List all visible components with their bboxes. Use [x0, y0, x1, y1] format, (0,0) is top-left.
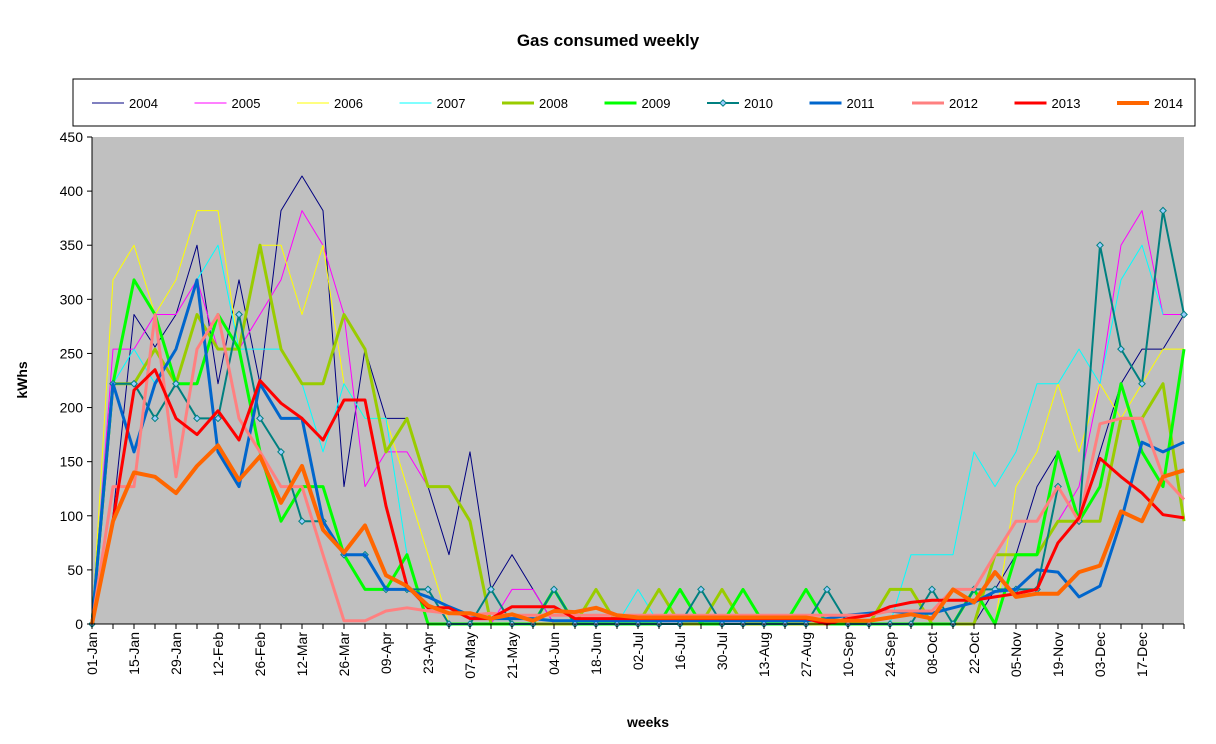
- legend-item-2005: 2005: [194, 96, 261, 111]
- series-2011: [90, 278, 1185, 625]
- legend-item-2007: 2007: [399, 96, 466, 111]
- plot-area: [92, 137, 1184, 624]
- x-tick-label: 04-Jun: [546, 632, 562, 675]
- legend-label: 2009: [642, 96, 671, 111]
- data-point-2010: [823, 585, 831, 594]
- x-tick-label: 16-Jul: [672, 632, 688, 670]
- data-point-2010: [1096, 241, 1104, 250]
- y-tick-label: 200: [60, 400, 84, 416]
- y-tick-label: 100: [60, 508, 84, 524]
- x-tick-label: 09-Apr: [378, 632, 394, 674]
- legend-label: 2007: [437, 96, 466, 111]
- legend-item-2009: 2009: [604, 96, 671, 111]
- data-point-2010: [1159, 206, 1167, 215]
- y-tick-label: 450: [60, 129, 84, 145]
- x-tick-label: 29-Jan: [168, 632, 184, 675]
- data-point-2010: [172, 379, 180, 388]
- data-point-2010: [1117, 345, 1125, 354]
- data-point-2010: [697, 585, 705, 594]
- x-tick-label: 26-Mar: [336, 632, 352, 677]
- y-tick-label: 50: [67, 562, 83, 578]
- legend-item-2010: 2010: [707, 96, 773, 111]
- chart-title: Gas consumed weekly: [517, 31, 700, 50]
- series-2014: [90, 443, 1185, 625]
- data-point-2010: [487, 585, 495, 594]
- y-axis-label: kWhs: [14, 361, 30, 399]
- x-tick-label: 24-Sep: [882, 632, 898, 677]
- y-tick-label: 250: [60, 345, 84, 361]
- legend-item-2006: 2006: [297, 96, 363, 111]
- legend-label: 2012: [949, 96, 978, 111]
- axes-layer: 0 50 100 150 200 250 300 350 400 450 01-Jan 15-Jan 2…: [60, 129, 1185, 679]
- x-tick-label: 05-Nov: [1008, 632, 1024, 677]
- x-tick-label: 13-Aug: [756, 632, 772, 677]
- x-tick-label: 18-Jun: [588, 632, 604, 675]
- data-point-2010: [1180, 310, 1188, 319]
- data-point-2010: [1138, 379, 1146, 388]
- x-tick-label: 22-Oct: [966, 632, 982, 674]
- data-point-2010: [235, 310, 243, 319]
- series-line-2007: [91, 244, 1164, 625]
- data-point-2010: [214, 414, 222, 423]
- data-point-2010: [130, 379, 138, 388]
- series-line-2014: [90, 443, 1185, 625]
- y-tick-label: 300: [60, 291, 84, 307]
- x-tick-label: 12-Feb: [210, 632, 226, 677]
- legend-label: 2011: [847, 96, 875, 111]
- legend-label: 2008: [539, 96, 568, 111]
- x-tick-label: 15-Jan: [126, 632, 142, 675]
- y-tick-label: 350: [60, 237, 84, 253]
- data-point-2010: [550, 585, 558, 594]
- x-tick-label: 30-Jul: [714, 632, 730, 670]
- y-tick-label: 0: [75, 616, 83, 632]
- x-tick-label: 19-Nov: [1050, 632, 1066, 677]
- series-line-2011: [90, 278, 1185, 625]
- x-tick-label: 01-Jan: [84, 632, 100, 675]
- legend-label: 2004: [129, 96, 158, 111]
- x-tick-label: 26-Feb: [252, 632, 268, 677]
- legend-label: 2006: [334, 96, 363, 111]
- series-2012: [90, 313, 1186, 625]
- x-tick-label: 21-May: [504, 632, 520, 679]
- x-tick-label: 12-Mar: [294, 632, 310, 677]
- x-tick-label: 02-Jul: [630, 632, 646, 670]
- data-point-2010: [424, 585, 432, 594]
- legend: 2004 2005 2006 2007 2008 2009 2010 2011 2012 2013…: [72, 78, 1196, 127]
- x-tick-label: 10-Sep: [840, 632, 856, 677]
- x-tick-label: 23-Apr: [420, 632, 436, 674]
- legend-item-2013: 2013: [1014, 96, 1081, 111]
- x-tick-label: 08-Oct: [924, 632, 940, 674]
- legend-label: 2005: [232, 96, 261, 111]
- series-2007: [91, 244, 1164, 625]
- legend-item-2008: 2008: [502, 96, 568, 111]
- legend-item-2012: 2012: [912, 96, 978, 111]
- data-point-2010: [298, 517, 306, 526]
- legend-item-2014: 2014: [1117, 96, 1183, 111]
- legend-item-2004: 2004: [92, 96, 158, 111]
- legend-marker: [719, 99, 727, 107]
- data-point-2010: [928, 585, 936, 594]
- data-point-2010: [256, 414, 264, 423]
- data-point-2010: [151, 414, 159, 423]
- y-tick-label: 150: [60, 454, 84, 470]
- legend-item-2011: 2011: [809, 96, 875, 111]
- x-axis-label: weeks: [626, 714, 669, 730]
- legend-label: 2013: [1052, 96, 1081, 111]
- x-tick-label: 27-Aug: [798, 632, 814, 677]
- legend-label: 2014: [1154, 96, 1183, 111]
- x-tick-label: 17-Dec: [1134, 632, 1150, 677]
- x-tick-label: 07-May: [462, 632, 478, 679]
- legend-label: 2010: [744, 96, 773, 111]
- data-point-2010: [193, 414, 201, 423]
- x-tick-label: 03-Dec: [1092, 632, 1108, 677]
- y-tick-label: 400: [60, 183, 84, 199]
- data-point-2010: [277, 448, 285, 456]
- series-line-2012: [90, 313, 1186, 625]
